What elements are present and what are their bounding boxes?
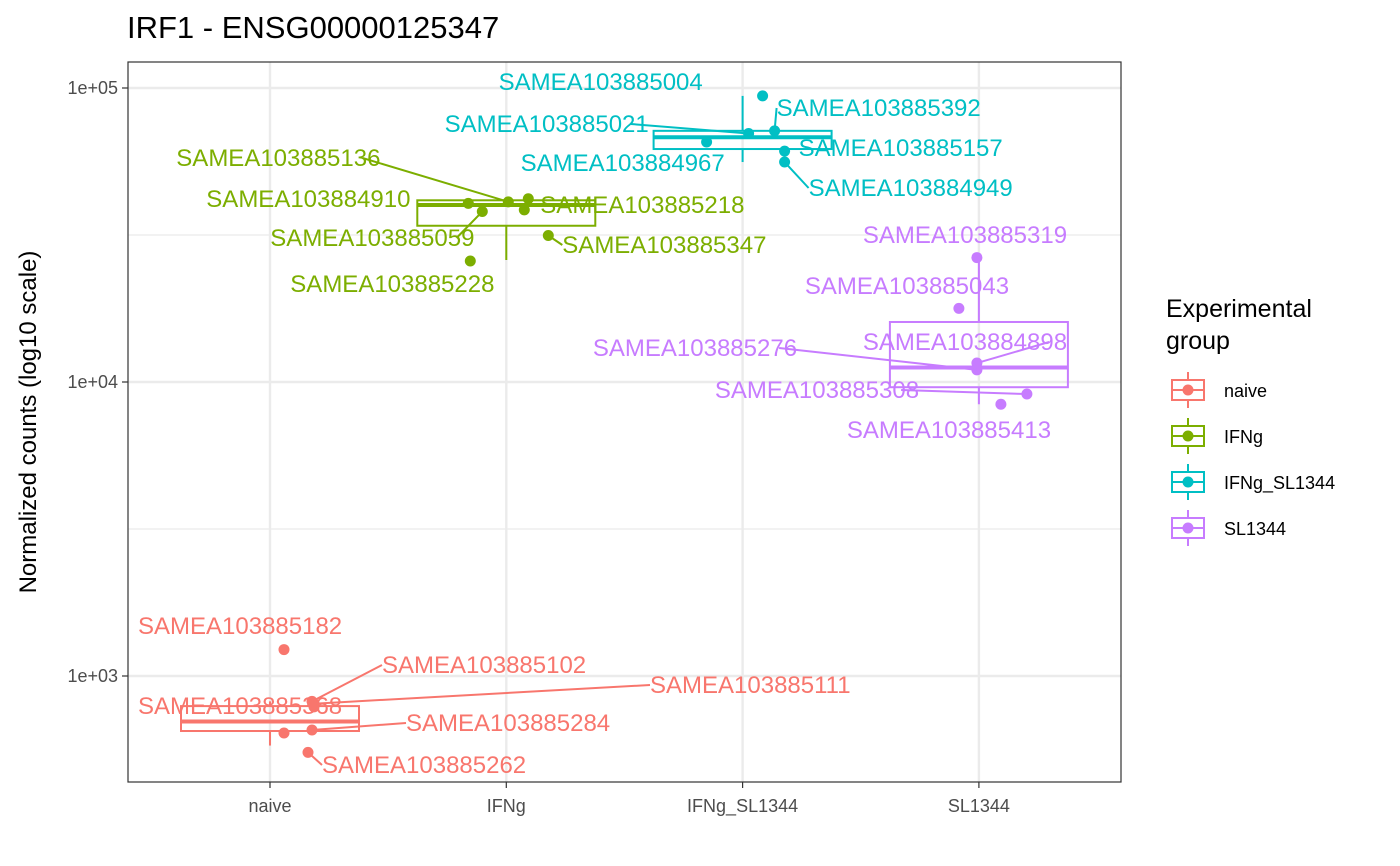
point-label: SAMEA103885004 xyxy=(499,69,703,96)
data-point xyxy=(522,193,534,205)
legend-label: SL1344 xyxy=(1224,519,1286,539)
label-leader xyxy=(773,107,778,131)
legend-key-IFNg xyxy=(1171,418,1205,454)
chart-title: IRF1 - ENSG00000125347 xyxy=(127,10,499,45)
point-label: SAMEA103885368 xyxy=(138,693,342,720)
point-label: SAMEA103884910 xyxy=(206,186,410,213)
x-tick-label: naive xyxy=(248,796,291,816)
label-leader xyxy=(313,684,651,705)
data-point xyxy=(757,90,769,102)
point-label: SAMEA103885308 xyxy=(715,377,919,404)
data-point xyxy=(518,204,530,216)
label-leader xyxy=(455,210,484,239)
point-label: SAMEA103885218 xyxy=(540,192,744,219)
legend-key-SL1344 xyxy=(1171,510,1205,546)
point-label: SAMEA103885276 xyxy=(593,335,797,362)
legend-point xyxy=(1182,522,1194,534)
grid xyxy=(128,62,1121,782)
point-label: SAMEA103884949 xyxy=(809,175,1013,202)
legend-point xyxy=(1182,384,1194,396)
data-point xyxy=(278,727,290,739)
label-leader xyxy=(307,751,323,766)
legend: Experimental group naive IFNg IFNg_SL1344 SL1… xyxy=(1166,295,1335,546)
x-tick-label: IFNg xyxy=(487,796,526,816)
box-body xyxy=(652,129,833,151)
point-label: SAMEA103885392 xyxy=(777,95,981,122)
box-body xyxy=(180,705,360,733)
point-label: SAMEA103884967 xyxy=(521,150,725,177)
label-leader xyxy=(630,123,749,135)
data-point xyxy=(464,255,476,267)
legend-point xyxy=(1182,430,1194,442)
point-label: SAMEA103885102 xyxy=(382,652,586,679)
box-IFNg_SL1344 xyxy=(652,95,833,163)
point-label: SAMEA103885228 xyxy=(290,271,494,298)
label-leader xyxy=(778,347,978,371)
legend-title: Experimental xyxy=(1166,295,1312,323)
data-point xyxy=(779,145,791,157)
data-point xyxy=(462,197,474,209)
data-point xyxy=(953,302,965,314)
label-leader xyxy=(547,234,563,246)
point-label: SAMEA103884898 xyxy=(863,329,1067,356)
legend-title: group xyxy=(1166,327,1230,355)
legend-label: IFNg xyxy=(1224,427,1263,447)
data-point xyxy=(701,136,713,148)
box-body xyxy=(888,320,1069,389)
point-label: SAMEA103885059 xyxy=(270,225,474,252)
legend-label: IFNg_SL1344 xyxy=(1224,473,1335,494)
legend-point xyxy=(1182,476,1194,488)
x-tick-label: SL1344 xyxy=(948,796,1010,816)
y-tick-label: 1e+04 xyxy=(67,372,118,392)
label-leader xyxy=(976,341,1050,365)
label-leader xyxy=(311,722,407,732)
point-label: SAMEA103885111 xyxy=(650,672,851,699)
legend-key-naive xyxy=(1171,372,1205,408)
y-axis-title: Normalized counts (log10 scale) xyxy=(15,251,42,594)
point-label: SAMEA103885347 xyxy=(562,232,766,259)
label-leader xyxy=(311,664,383,703)
panel-background xyxy=(128,62,1121,782)
point-label: SAMEA103885284 xyxy=(406,710,610,737)
y-tick-label: 1e+05 xyxy=(67,78,118,98)
x-tick-label: IFNg_SL1344 xyxy=(687,796,798,817)
data-point xyxy=(995,398,1007,410)
point-label: SAMEA103885182 xyxy=(138,613,342,640)
data-point xyxy=(971,252,983,264)
label-leader xyxy=(783,161,810,189)
point-label: SAMEA103885021 xyxy=(445,111,649,138)
point-label: SAMEA103885262 xyxy=(322,752,526,779)
point-label: SAMEA103885136 xyxy=(176,145,380,172)
point-label: SAMEA103885043 xyxy=(805,273,1009,300)
y-tick-label: 1e+03 xyxy=(67,666,118,686)
label-leader xyxy=(362,157,509,203)
axes: 1e+03 1e+04 1e+05 naive IFNg IFNg_SL1344 SL134… xyxy=(67,78,1009,817)
legend-key-IFNg_SL1344 xyxy=(1171,464,1205,500)
panel-border xyxy=(127,61,1122,783)
point-labels: SAMEA103885182 SAMEA103885102 SAMEA1038851… xyxy=(138,69,1067,779)
legend-label: naive xyxy=(1224,381,1267,401)
point-label: SAMEA103885157 xyxy=(799,135,1003,162)
box-naive xyxy=(180,701,360,746)
data-point xyxy=(278,644,290,656)
label-leader xyxy=(901,389,1027,396)
point-label: SAMEA103885319 xyxy=(863,222,1067,249)
point-label: SAMEA103885413 xyxy=(847,417,1051,444)
